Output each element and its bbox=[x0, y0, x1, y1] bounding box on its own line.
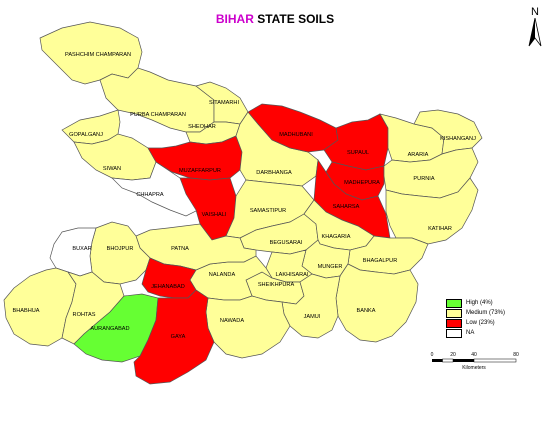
legend-swatch-medium bbox=[446, 308, 462, 318]
legend-item-low: Low (23%) bbox=[446, 318, 516, 328]
legend-swatch-na bbox=[446, 328, 462, 338]
legend-swatch-high bbox=[446, 298, 462, 308]
district-label-sheohar: SHEOHAR bbox=[188, 124, 216, 130]
district-label-buxar: BUXAR bbox=[72, 246, 91, 252]
district-label-jamui: JAMUI bbox=[304, 314, 321, 320]
district-label-nalanda: NALANDA bbox=[209, 272, 236, 278]
district-label-supaul: SUPAUL bbox=[347, 150, 369, 156]
district-label-siwan: SIWAN bbox=[103, 166, 121, 172]
map-title: BIHAR STATE SOILS bbox=[0, 12, 550, 26]
district-jamui bbox=[281, 273, 341, 339]
district-nawada bbox=[205, 295, 291, 359]
district-label-jehanabad: JEHANABAD bbox=[151, 284, 185, 290]
district-label-samastipur: SAMASTIPUR bbox=[250, 208, 286, 214]
district-katihar bbox=[385, 177, 479, 245]
district-label-pashchim-champaran: PASHCHIM CHAMPARAN bbox=[65, 52, 131, 58]
north-arrow: N bbox=[523, 6, 547, 50]
legend-label-medium: Medium (73%) bbox=[466, 310, 506, 316]
district-label-begusarai: BEGUSARAI bbox=[270, 240, 303, 246]
scale-bar-graphic: 0 20 40 80 Kilometers bbox=[431, 352, 519, 371]
scale-tick-20: 20 bbox=[450, 352, 456, 358]
district-label-lakhisarai: LAKHISARAI bbox=[276, 272, 309, 278]
north-label: N bbox=[531, 6, 539, 18]
legend-item-na: NA bbox=[446, 328, 516, 338]
district-label-bhojpur: BHOJPUR bbox=[107, 246, 134, 252]
district-label-banka: BANKA bbox=[357, 308, 376, 314]
district-label-sitamarhi: SITAMARHI bbox=[209, 100, 239, 106]
district-label-madhubani: MADHUBANI bbox=[279, 132, 313, 138]
district-label-saharsa: SAHARSA bbox=[333, 204, 360, 210]
legend-item-medium: Medium (73%) bbox=[446, 308, 516, 318]
scale-tick-80: 80 bbox=[513, 352, 519, 358]
legend-label-na: NA bbox=[466, 330, 475, 336]
district-label-gopalganj: GOPALGANJ bbox=[69, 132, 103, 138]
district-label-chhapra: CHHAPRA bbox=[136, 192, 164, 198]
scale-bar: 0 20 40 80 Kilometers bbox=[430, 351, 530, 375]
district-label-nawada: NAWADA bbox=[220, 318, 244, 324]
district-label-patna: PATNA bbox=[171, 246, 189, 252]
legend-label-low: Low (23%) bbox=[466, 320, 495, 326]
district-label-araria: ARARIA bbox=[408, 152, 429, 158]
legend-item-high: High (4%) bbox=[446, 298, 516, 308]
map-title-subject: STATE SOILS bbox=[253, 12, 335, 26]
district-label-rohtas: ROHTAS bbox=[73, 312, 96, 318]
district-label-purnia: PURNIA bbox=[413, 176, 434, 182]
district-label-katihar: KATIHAR bbox=[428, 226, 452, 232]
district-label-sheikhpura: SHEIKHPURA bbox=[258, 282, 295, 288]
district-kishanganj bbox=[413, 109, 483, 155]
district-banka bbox=[335, 263, 419, 343]
legend-label-high: High (4%) bbox=[466, 300, 493, 306]
district-label-bhabhua: BHABHUA bbox=[12, 308, 39, 314]
scale-unit: Kilometers bbox=[462, 365, 486, 371]
district-label-muzaffarpur: MUZAFFARPUR bbox=[179, 168, 221, 174]
district-label-munger: MUNGER bbox=[318, 264, 343, 270]
district-label-aurangabad: AURANGABAD bbox=[90, 326, 129, 332]
scale-tick-40: 40 bbox=[471, 352, 477, 358]
district-label-gaya: GAYA bbox=[171, 334, 186, 340]
district-gaya bbox=[133, 289, 215, 385]
district-label-purba-champaran: PURBA CHAMPARAN bbox=[130, 112, 186, 118]
legend: High (4%) Medium (73%) Low (23%) NA bbox=[446, 298, 516, 338]
district-label-vaishali: VAISHALI bbox=[202, 212, 227, 218]
district-bhojpur bbox=[89, 221, 151, 285]
district-label-darbhanga: DARBHANGA bbox=[256, 170, 292, 176]
map-title-state: BIHAR bbox=[215, 12, 254, 26]
north-arrow-icon bbox=[528, 17, 542, 47]
district-label-kishanganj: KISHANGANJ bbox=[440, 136, 476, 142]
scale-tick-0: 0 bbox=[431, 352, 434, 358]
district-label-khagaria: KHAGARIA bbox=[322, 234, 351, 240]
district-label-madhepura: MADHEPURA bbox=[344, 180, 380, 186]
legend-swatch-low bbox=[446, 318, 462, 328]
district-label-bhagalpur: BHAGALPUR bbox=[363, 258, 398, 264]
